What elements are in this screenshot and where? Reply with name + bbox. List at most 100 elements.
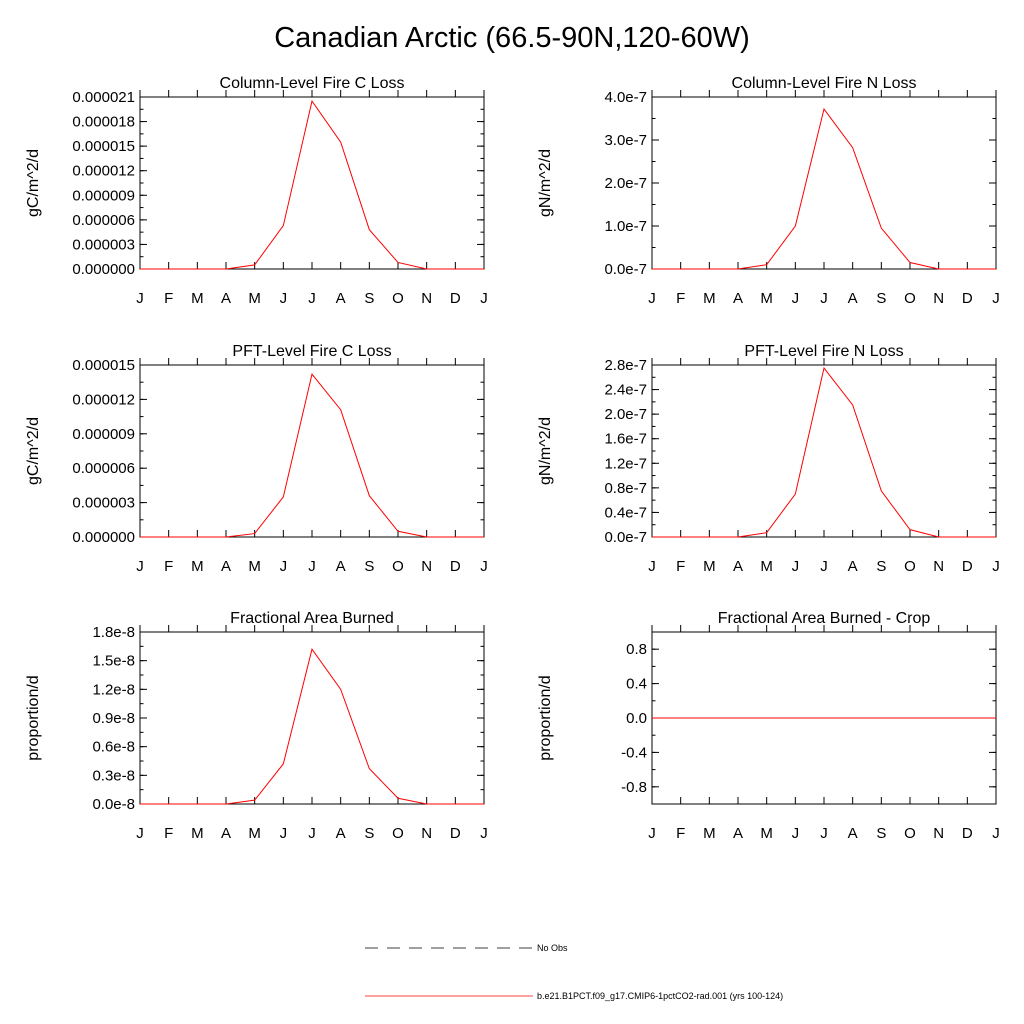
y-tick-label: 0.0e-8 [92,796,135,813]
y-axis-label: proportion/d [537,675,554,760]
x-tick-label: A [848,558,858,575]
x-tick-label: F [676,825,685,842]
y-tick-label: 0.3e-8 [92,767,135,784]
x-tick-label: J [820,558,828,575]
y-tick-label: 2.0e-7 [604,175,647,192]
y-tick-label: -0.8 [621,779,647,796]
series-line [652,366,996,538]
x-tick-label: A [848,825,858,842]
x-tick-label: J [136,290,144,307]
x-tick-label: F [676,290,685,307]
panel-title: Fractional Area Burned - Crop [718,610,931,627]
x-tick-label: J [992,290,1000,307]
x-tick-label: A [336,558,346,575]
y-tick-label: 0.0 [626,710,647,727]
x-tick-label: A [336,825,346,842]
y-tick-label: 4.0e-7 [604,89,647,106]
y-axis-label: gN/m^2/d [537,149,554,217]
panel-title: PFT-Level Fire C Loss [232,343,391,360]
legend-label-model: b.e21.B1PCT.f09_g17.CMIP6-1pctCO2-rad.00… [537,991,784,1001]
y-tick-label: 0.4 [626,676,647,693]
x-tick-label: M [191,558,204,575]
chart-panel-3: PFT-Level Fire C Loss gC/m^2/d 0.000000 0.0… [25,343,488,575]
x-tick-label: S [876,825,886,842]
x-tick-label: J [792,290,800,307]
y-tick-label: 0.8e-7 [604,480,647,497]
plot-frame [139,364,485,538]
x-tick-label: N [933,558,944,575]
x-tick-label: J [820,290,828,307]
x-tick-label: J [648,290,656,307]
x-tick-label: J [480,825,488,842]
x-tick-label: J [480,558,488,575]
x-tick-label: A [733,558,743,575]
y-tick-label: -0.4 [621,744,647,761]
x-tick-label: J [648,825,656,842]
x-tick-label: A [336,290,346,307]
x-tick-label: M [248,290,261,307]
y-tick-label: 0.0e-7 [604,529,647,546]
y-tick-label: 1.5e-8 [92,653,135,670]
x-tick-label: J [648,558,656,575]
y-tick-label: 2.4e-7 [604,382,647,399]
series-line [652,107,996,270]
y-tick-label: 0.6e-8 [92,739,135,756]
x-tick-label: D [962,290,973,307]
x-tick-label: J [820,825,828,842]
panel-title: Fractional Area Burned [230,610,394,627]
series-line [140,648,484,805]
x-tick-label: O [904,825,916,842]
x-tick-label: A [733,825,743,842]
y-tick-label: 0.000003 [72,236,135,253]
y-tick-label: 0.000000 [72,261,135,278]
y-tick-label: 2.8e-7 [604,357,647,374]
x-tick-label: F [164,290,173,307]
y-tick-label: 0.000006 [72,460,135,477]
y-tick-label: 0.000006 [72,212,135,229]
x-tick-label: J [792,558,800,575]
y-tick-label: 0.000009 [72,426,135,443]
x-tick-label: F [164,558,173,575]
x-tick-label: M [248,825,261,842]
x-tick-label: O [904,290,916,307]
y-tick-label: 1.2e-7 [604,455,647,472]
y-tick-label: 0.000018 [72,114,135,131]
plot-frame [139,631,485,805]
x-tick-label: M [703,290,716,307]
x-tick-label: J [136,558,144,575]
chart-panel-2: Column-Level Fire N Loss gN/m^2/d 0.0e-7 1.… [537,75,1000,307]
x-tick-label: N [421,825,432,842]
y-tick-label: 0.8 [626,641,647,658]
y-tick-label: 0.000012 [72,163,135,180]
y-tick-label: 0.000000 [72,529,135,546]
panel-title: Column-Level Fire N Loss [732,75,917,92]
x-tick-label: M [248,558,261,575]
y-axis-label: proportion/d [25,675,42,760]
x-tick-label: N [421,290,432,307]
x-tick-label: O [392,290,404,307]
x-tick-label: A [221,558,231,575]
x-tick-label: O [392,825,404,842]
x-tick-label: J [280,558,288,575]
panel-title: Column-Level Fire C Loss [220,75,405,92]
x-tick-label: M [760,825,773,842]
x-tick-label: D [450,558,461,575]
x-tick-label: F [676,558,685,575]
series-line [140,373,484,538]
y-tick-label: 1.8e-8 [92,624,135,641]
plot-frame [651,96,997,270]
x-tick-label: M [760,290,773,307]
y-tick-label: 0.000012 [72,391,135,408]
x-tick-label: O [392,558,404,575]
y-tick-label: 1.2e-8 [92,681,135,698]
chart-panel-1: Column-Level Fire C Loss gC/m^2/d 0.000000… [25,75,488,307]
x-tick-label: A [848,290,858,307]
y-tick-label: 0.000009 [72,187,135,204]
y-tick-label: 0.000015 [72,138,135,155]
x-tick-label: J [308,558,316,575]
x-tick-label: S [876,558,886,575]
y-tick-label: 2.0e-7 [604,406,647,423]
x-tick-label: J [992,825,1000,842]
x-tick-label: N [421,558,432,575]
x-tick-label: A [221,290,231,307]
